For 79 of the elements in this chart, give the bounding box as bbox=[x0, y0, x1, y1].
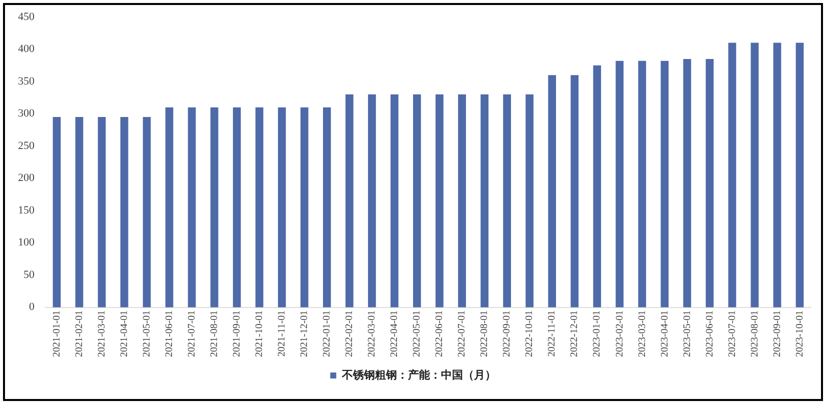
x-tick-label: 2023-10-01 bbox=[794, 310, 806, 358]
x-tick-label: 2022-05-01 bbox=[412, 310, 423, 358]
bar bbox=[638, 60, 646, 308]
bar bbox=[142, 117, 151, 308]
x-tick-label: 2021-02-01 bbox=[74, 310, 85, 358]
legend-label: 不锈钢粗钢：产能：中国（月） bbox=[340, 368, 496, 382]
bar bbox=[593, 65, 602, 308]
x-tick-label: 2022-10-01 bbox=[524, 310, 536, 358]
y-tick-label: 200 bbox=[18, 172, 35, 184]
bar bbox=[52, 117, 61, 308]
x-tick-label: 2021-07-01 bbox=[186, 310, 198, 358]
y-tick-label: 400 bbox=[18, 43, 35, 56]
bar bbox=[570, 75, 579, 308]
y-tick-label: 150 bbox=[18, 204, 35, 216]
bar bbox=[503, 94, 511, 308]
bar bbox=[706, 58, 714, 308]
x-tick-label: 2021-05-01 bbox=[141, 310, 152, 358]
x-tick-label: 2022-08-01 bbox=[479, 310, 490, 358]
bar bbox=[368, 94, 376, 308]
y-tick-label: 100 bbox=[18, 236, 35, 249]
y-tick-label: 50 bbox=[24, 268, 35, 281]
bar bbox=[278, 107, 286, 308]
bar bbox=[616, 60, 624, 308]
bar bbox=[210, 107, 218, 308]
x-tick-label: 2023-03-01 bbox=[636, 310, 648, 358]
x-tick-label: 2023-06-01 bbox=[704, 310, 716, 358]
bar bbox=[750, 42, 759, 308]
x-tick-label: 2022-07-01 bbox=[456, 310, 468, 358]
y-tick-label: 450 bbox=[18, 10, 35, 23]
x-tick-label: 2021-04-01 bbox=[118, 310, 130, 358]
bar bbox=[660, 60, 669, 308]
x-tick-label: 2023-04-01 bbox=[659, 310, 670, 358]
x-tick-label: 2023-02-01 bbox=[614, 310, 626, 358]
x-tick-label: 2021-12-01 bbox=[299, 310, 310, 358]
x-tick-label: 2022-09-01 bbox=[502, 310, 513, 358]
x-tick-label: 2023-07-01 bbox=[726, 310, 738, 358]
bar bbox=[346, 94, 354, 308]
y-tick-label: 250 bbox=[18, 140, 35, 152]
x-tick-label: 2021-03-01 bbox=[96, 310, 108, 358]
bar bbox=[728, 42, 736, 308]
bar bbox=[98, 117, 106, 308]
x-tick-label: 2021-09-01 bbox=[232, 310, 242, 358]
x-tick-label: 2022-04-01 bbox=[389, 310, 400, 358]
x-tick-label: 2022-11-01 bbox=[546, 310, 558, 357]
x-tick-label: 2021-08-01 bbox=[208, 310, 220, 358]
x-tick-label: 2023-09-01 bbox=[772, 310, 783, 358]
x-tick-label: 2023-08-01 bbox=[749, 310, 760, 358]
x-tick-label: 2021-10-01 bbox=[254, 310, 266, 358]
bar bbox=[458, 94, 466, 308]
bar bbox=[796, 42, 804, 308]
bar bbox=[683, 58, 692, 308]
y-tick-label: 0 bbox=[29, 301, 35, 314]
bar bbox=[773, 42, 782, 308]
x-tick-label: 2023-01-01 bbox=[592, 310, 603, 358]
bar bbox=[390, 94, 398, 308]
bar bbox=[188, 107, 196, 308]
y-tick-label: 300 bbox=[18, 108, 35, 120]
x-tick-label: 2021-11-01 bbox=[276, 310, 288, 357]
bar bbox=[526, 94, 534, 308]
x-tick-label: 2023-05-01 bbox=[682, 310, 693, 358]
x-tick-label: 2022-01-01 bbox=[322, 310, 333, 358]
bar bbox=[255, 107, 264, 308]
x-tick-label: 2022-03-01 bbox=[366, 310, 378, 358]
bar bbox=[548, 75, 556, 308]
x-tick-label: 2022-02-01 bbox=[344, 310, 356, 358]
bar bbox=[300, 107, 308, 308]
bar bbox=[413, 94, 421, 308]
bar bbox=[232, 107, 241, 308]
bar bbox=[165, 107, 174, 308]
bar bbox=[480, 94, 488, 308]
bar bbox=[436, 94, 444, 308]
bar bbox=[75, 117, 84, 308]
x-tick-label: 2022-12-01 bbox=[569, 310, 580, 358]
y-tick-label: 350 bbox=[18, 75, 35, 88]
x-tick-label: 2022-06-01 bbox=[434, 310, 446, 358]
x-tick-label: 2021-06-01 bbox=[164, 310, 175, 358]
bar bbox=[322, 107, 331, 308]
bar bbox=[120, 117, 128, 308]
x-tick-label: 2021-01-01 bbox=[51, 310, 62, 358]
